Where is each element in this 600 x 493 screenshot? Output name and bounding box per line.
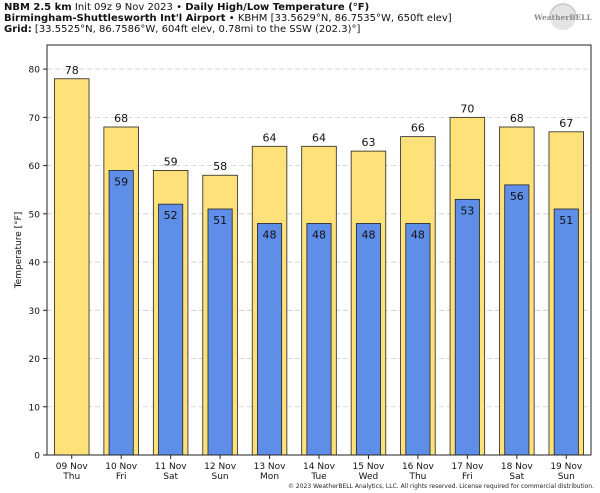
x-tick-day: Fri [462, 472, 473, 482]
x-tick-date: 11 Nov [155, 462, 188, 472]
x-tick-day: Sat [509, 472, 524, 482]
header-line-3: Grid: [33.5525°N, 86.7586°W, 604ft elev,… [4, 24, 360, 36]
weatherbell-logo: WeatherBELL [533, 3, 593, 30]
low-temp-bar [405, 223, 431, 456]
low-temp-label: 52 [164, 209, 178, 222]
high-temp-label: 67 [559, 117, 573, 130]
low-temp-bar [158, 203, 184, 456]
header-line-2: Birmingham-Shuttlesworth Int'l Airport •… [4, 13, 452, 25]
low-temp-bar [207, 208, 233, 456]
x-tick-date: 16 Nov [402, 462, 435, 472]
station-name: Birmingham-Shuttlesworth Int'l Airport [4, 13, 226, 24]
low-temp-label: 48 [411, 228, 425, 241]
y-tick-label: 30 [29, 307, 41, 317]
high-temp-label: 64 [312, 131, 326, 144]
y-tick-label: 0 [34, 452, 40, 462]
y-tick-label: 80 [29, 66, 41, 76]
header-bullet: • [176, 2, 182, 13]
low-temp-label: 59 [114, 175, 128, 188]
x-tick-date: 17 Nov [451, 462, 484, 472]
chart-title: Daily High/Low Temperature (°F) [185, 2, 370, 13]
x-tick-day: Fri [116, 472, 127, 482]
bars: 78 68 59 59 52 58 51 64 48 64 48 63 48 66 48 70 53 68 56 67… [54, 64, 584, 456]
low-temp-bar [504, 184, 530, 456]
low-temp-bar [306, 223, 332, 456]
low-temp-bar [257, 223, 283, 456]
x-tick-day: Mon [260, 472, 279, 482]
x-tick-day: Thu [62, 472, 80, 482]
high-temp-label: 68 [114, 112, 128, 125]
low-temp-bar [108, 170, 134, 456]
model-name: NBM 2.5 km [4, 2, 72, 13]
copyright-notice: © 2023 WeatherBELL Analytics, LLC. All r… [288, 483, 594, 490]
init-time: Init 09z 9 Nov 2023 [74, 2, 173, 13]
station-info: KBHM [33.5629°N, 86.7535°W, 650ft elev] [237, 13, 452, 24]
high-temp-bar [54, 78, 90, 456]
x-tick-day: Thu [408, 472, 426, 482]
x-tick-day: Sun [212, 472, 229, 482]
low-temp-label: 51 [559, 214, 573, 227]
x-tick-date: 09 Nov [56, 462, 89, 472]
x-tick-date: 12 Nov [204, 462, 237, 472]
y-axis-label: Temperature [°F] [14, 212, 24, 290]
x-tick-date: 10 Nov [105, 462, 138, 472]
low-temp-bar [553, 208, 579, 456]
header-bullet: • [228, 13, 235, 24]
x-tick-date: 15 Nov [353, 462, 386, 472]
low-temp-bar [355, 223, 381, 456]
grid-label: Grid: [4, 24, 32, 35]
logo-text: WeatherBELL [533, 13, 592, 22]
high-temp-label: 59 [164, 155, 178, 168]
high-temp-label: 68 [510, 112, 524, 125]
high-temp-label: 58 [213, 160, 227, 173]
high-temp-label: 63 [361, 136, 375, 149]
grid-info: [33.5525°N, 86.7586°W, 604ft elev, 0.78m… [34, 24, 361, 35]
low-temp-label: 48 [361, 228, 375, 241]
x-tick-day: Sun [558, 472, 575, 482]
low-temp-label: 48 [312, 228, 326, 241]
y-tick-label: 10 [29, 403, 41, 413]
low-temp-label: 53 [460, 204, 474, 217]
y-tick-label: 70 [29, 114, 41, 124]
x-tick-date: 14 Nov [303, 462, 336, 472]
y-tick-label: 50 [29, 210, 41, 220]
low-temp-label: 56 [510, 190, 524, 203]
y-tick-label: 60 [29, 162, 41, 172]
y-tick-label: 40 [29, 259, 41, 269]
high-temp-label: 78 [65, 64, 79, 77]
high-temp-label: 66 [411, 122, 425, 135]
high-temp-label: 64 [263, 131, 277, 144]
x-tick-day: Sat [163, 472, 178, 482]
x-tick-day: Tue [310, 472, 327, 482]
low-temp-label: 48 [263, 228, 277, 241]
high-temp-label: 70 [460, 102, 474, 115]
low-temp-bar [454, 198, 480, 456]
low-temp-label: 51 [213, 214, 227, 227]
x-tick-day: Wed [359, 472, 379, 482]
y-axis: 0 10 20 30 40 50 60 70 80 [29, 66, 47, 462]
x-tick-date: 13 Nov [254, 462, 287, 472]
header-line-1: NBM 2.5 km Init 09z 9 Nov 2023 • Daily H… [4, 2, 369, 14]
y-tick-label: 20 [29, 355, 41, 365]
x-tick-date: 18 Nov [501, 462, 534, 472]
x-tick-date: 19 Nov [550, 462, 583, 472]
